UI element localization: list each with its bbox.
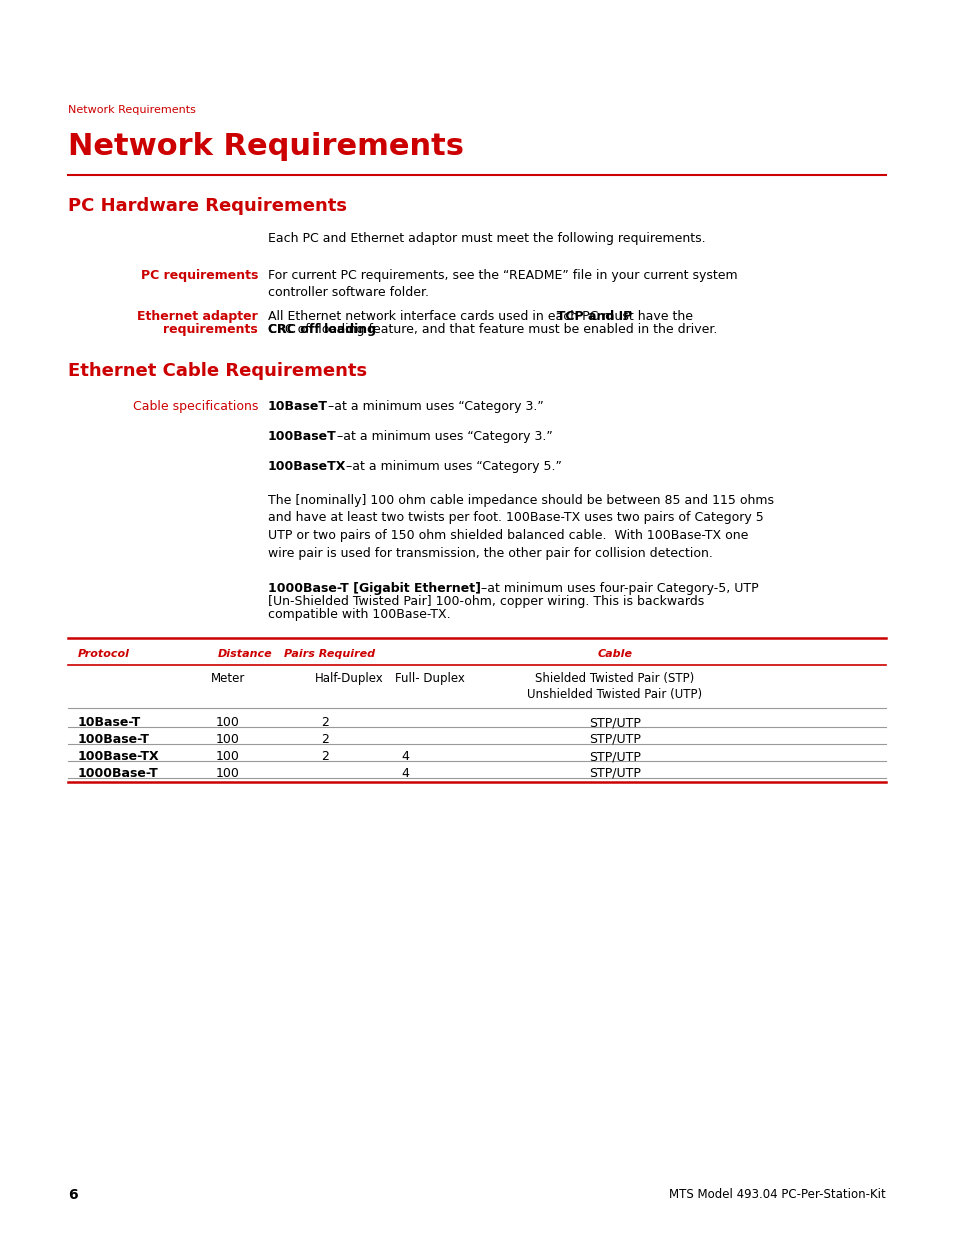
Text: Unshielded Twisted Pair (UTP): Unshielded Twisted Pair (UTP) xyxy=(527,688,701,701)
Text: Protocol: Protocol xyxy=(78,650,130,659)
Text: Ethernet Cable Requirements: Ethernet Cable Requirements xyxy=(68,362,367,380)
Text: 4: 4 xyxy=(400,767,409,781)
Text: MTS Model 493.04 PC-Per-Station-Kit: MTS Model 493.04 PC-Per-Station-Kit xyxy=(669,1188,885,1200)
Text: 6: 6 xyxy=(68,1188,77,1202)
Text: 2: 2 xyxy=(321,716,329,729)
Text: Distance: Distance xyxy=(218,650,273,659)
Text: Cable specifications: Cable specifications xyxy=(132,400,257,412)
Text: STP/UTP: STP/UTP xyxy=(588,767,640,781)
Text: –at a minimum uses “Category 5.”: –at a minimum uses “Category 5.” xyxy=(346,459,561,473)
Text: –at a minimum uses “Category 3.”: –at a minimum uses “Category 3.” xyxy=(336,430,552,443)
Text: Cable: Cable xyxy=(597,650,632,659)
Text: 100BaseT: 100BaseT xyxy=(268,430,336,443)
Text: STP/UTP: STP/UTP xyxy=(588,734,640,746)
Text: STP/UTP: STP/UTP xyxy=(588,716,640,729)
Text: 10Base-T: 10Base-T xyxy=(78,716,141,729)
Text: –at minimum uses four-pair Category-5, UTP: –at minimum uses four-pair Category-5, U… xyxy=(480,582,758,595)
Text: 100: 100 xyxy=(215,716,240,729)
Text: 1000Base-T: 1000Base-T xyxy=(78,767,158,781)
Text: 100BaseTX: 100BaseTX xyxy=(268,459,346,473)
Text: For current PC requirements, see the “README” file in your current system
contro: For current PC requirements, see the “RE… xyxy=(268,269,737,299)
Text: 100Base-T: 100Base-T xyxy=(78,734,150,746)
Text: The [nominally] 100 ohm cable impedance should be between 85 and 115 ohms
and ha: The [nominally] 100 ohm cable impedance … xyxy=(268,494,773,559)
Text: Full- Duplex: Full- Duplex xyxy=(395,672,464,685)
Text: Each PC and Ethernet adaptor must meet the following requirements.: Each PC and Ethernet adaptor must meet t… xyxy=(268,232,705,245)
Text: 100: 100 xyxy=(215,734,240,746)
Text: Shielded Twisted Pair (STP): Shielded Twisted Pair (STP) xyxy=(535,672,694,685)
Text: 2: 2 xyxy=(321,734,329,746)
Text: 100Base-TX: 100Base-TX xyxy=(78,750,159,763)
Text: STP/UTP: STP/UTP xyxy=(588,750,640,763)
Text: PC requirements: PC requirements xyxy=(140,269,257,282)
Text: 4: 4 xyxy=(400,750,409,763)
Text: TCP and IP: TCP and IP xyxy=(268,310,632,324)
Text: [Un-Shielded Twisted Pair] 100-ohm, copper wiring. This is backwards: [Un-Shielded Twisted Pair] 100-ohm, copp… xyxy=(268,595,703,608)
Text: CRC off loading feature, and that feature must be enabled in the driver.: CRC off loading feature, and that featur… xyxy=(268,324,717,336)
Text: Half-Duplex: Half-Duplex xyxy=(314,672,383,685)
Text: 100: 100 xyxy=(215,750,240,763)
Text: PC Hardware Requirements: PC Hardware Requirements xyxy=(68,198,347,215)
Text: 1000Base-T [Gigabit Ethernet]: 1000Base-T [Gigabit Ethernet] xyxy=(268,582,480,595)
Text: –at a minimum uses “Category 3.”: –at a minimum uses “Category 3.” xyxy=(328,400,543,412)
Text: Ethernet adapter: Ethernet adapter xyxy=(137,310,257,324)
Text: All Ethernet network interface cards used in each PC must have the: All Ethernet network interface cards use… xyxy=(268,310,697,324)
Text: Meter: Meter xyxy=(211,672,245,685)
Text: requirements: requirements xyxy=(163,324,257,336)
Text: Pairs Required: Pairs Required xyxy=(284,650,375,659)
Text: 10BaseT: 10BaseT xyxy=(268,400,328,412)
Text: 2: 2 xyxy=(321,750,329,763)
Text: Network Requirements: Network Requirements xyxy=(68,132,463,161)
Text: 100: 100 xyxy=(215,767,240,781)
Text: compatible with 100Base-TX.: compatible with 100Base-TX. xyxy=(268,608,450,621)
Text: CRC off loading: CRC off loading xyxy=(268,324,375,336)
Text: Network Requirements: Network Requirements xyxy=(68,105,195,115)
